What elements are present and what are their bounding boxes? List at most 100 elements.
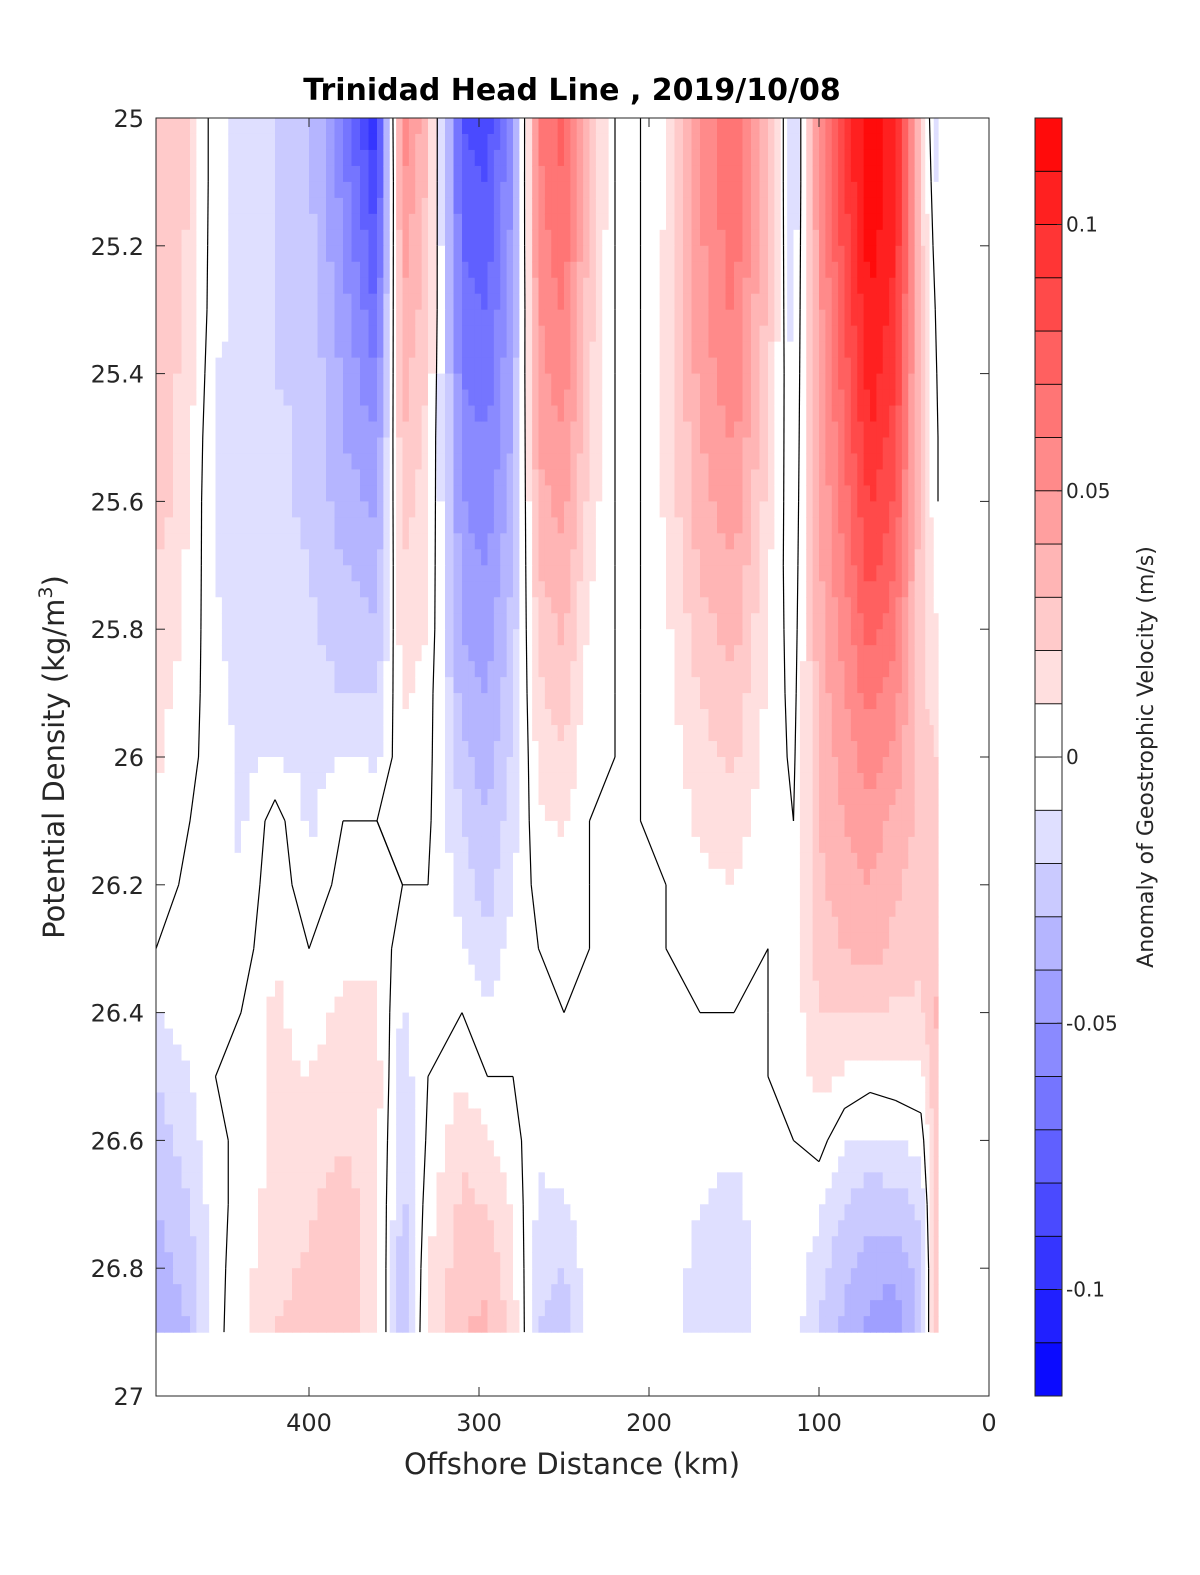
field-cell (202, 261, 210, 279)
field-cell (283, 1172, 293, 1189)
field-cell (377, 932, 384, 950)
field-cell (209, 421, 217, 439)
field-cell (589, 1124, 597, 1141)
field-cell (326, 1188, 336, 1205)
field-cell (627, 405, 635, 423)
field-cell (500, 1156, 508, 1173)
field-cell (228, 1108, 236, 1126)
field-cell (513, 549, 520, 566)
field-cell (241, 948, 251, 966)
field-cell (589, 1060, 597, 1078)
field-cell (551, 149, 559, 167)
field-cell (343, 1108, 353, 1126)
field-cell (576, 996, 584, 1014)
field-cell (326, 405, 336, 423)
field-cell (408, 1268, 416, 1285)
field-cell (421, 1188, 429, 1205)
field-cell (506, 229, 514, 247)
field-cell (445, 1284, 455, 1301)
field-cell (377, 645, 384, 662)
field-cell (493, 868, 501, 886)
field-cell (506, 437, 514, 455)
field-cell (221, 1220, 229, 1237)
field-cell (602, 788, 610, 806)
field-cell (506, 517, 514, 534)
field-cell (317, 741, 327, 758)
field-cell (351, 389, 361, 407)
field-cell (283, 149, 293, 167)
field-cell (343, 549, 353, 566)
field-cell (377, 149, 384, 167)
field-cell (538, 229, 546, 247)
field-cell (396, 629, 404, 646)
field-cell (402, 1012, 410, 1030)
field-cell (351, 820, 361, 838)
field-cell (402, 517, 410, 534)
field-cell (368, 357, 378, 375)
field-cell (241, 709, 251, 726)
field-cell (292, 1044, 302, 1062)
field-cell (377, 1012, 384, 1030)
field-cell (202, 948, 210, 966)
field-cell (474, 980, 482, 998)
field-cell (156, 1060, 166, 1078)
field-cell (300, 1108, 310, 1126)
field-cell (292, 932, 302, 950)
field-cell (241, 533, 251, 550)
field-cell (173, 405, 183, 423)
field-cell (602, 1236, 610, 1253)
field-cell (481, 501, 489, 518)
field-cell (275, 900, 285, 918)
field-cell (506, 980, 514, 998)
field-cell (570, 820, 578, 838)
field-cell (453, 852, 463, 870)
field-cell (474, 932, 482, 950)
field-cell (377, 868, 384, 886)
field-cell (525, 757, 533, 774)
field-cell (576, 900, 584, 918)
field-cell (377, 197, 384, 215)
field-cell (500, 693, 508, 710)
field-cell (181, 884, 191, 902)
field-cell (190, 149, 197, 167)
field-cell (202, 197, 210, 215)
field-cell (228, 725, 236, 742)
field-cell (402, 709, 410, 726)
field-cell (283, 820, 293, 838)
field-cell (300, 1140, 310, 1157)
field-cell (317, 421, 327, 439)
field-cell (513, 357, 520, 375)
field-cell (309, 197, 319, 215)
field-cell (602, 725, 610, 742)
field-cell (221, 133, 229, 151)
field-cell (551, 1204, 559, 1221)
field-cell (396, 165, 404, 183)
field-cell (462, 852, 469, 870)
field-cell (525, 597, 533, 614)
field-cell (300, 868, 310, 886)
field-cell (602, 1012, 610, 1030)
field-cell (428, 677, 438, 694)
field-cell (602, 1076, 610, 1094)
field-cell (570, 245, 578, 263)
field-cell (164, 836, 174, 854)
field-cell (221, 517, 229, 534)
field-cell (602, 517, 610, 534)
field-cell (164, 1220, 174, 1237)
field-cell (453, 629, 463, 646)
field-cell (513, 533, 520, 550)
field-cell (608, 469, 616, 487)
field-cell (453, 1092, 463, 1110)
field-cell (228, 836, 236, 854)
field-cell (408, 1172, 416, 1189)
field-cell (156, 1284, 166, 1301)
field-cell (377, 1236, 384, 1253)
field-cell (258, 565, 268, 582)
field-cell (190, 645, 197, 662)
field-cell (173, 325, 183, 343)
field-cell (513, 741, 520, 758)
field-cell (564, 964, 571, 982)
field-cell (402, 325, 410, 343)
field-cell (525, 453, 533, 471)
field-cell (421, 1028, 429, 1046)
